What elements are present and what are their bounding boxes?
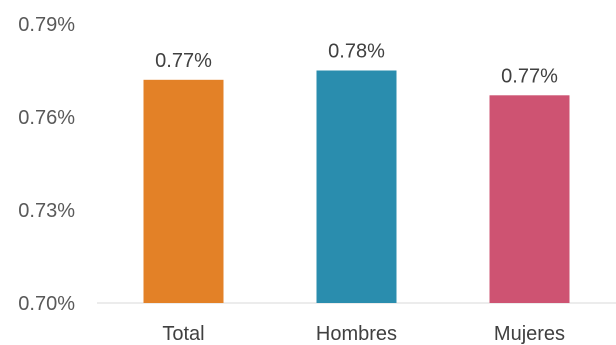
y-axis: 0.70% 0.73% 0.76% 0.79% [18,14,75,315]
data-label-total: 0.77% [155,50,212,72]
y-tick-label: 0.73% [18,200,75,222]
x-axis: Total Hombres Mujeres [162,323,565,345]
bar-hombres [316,70,397,303]
y-tick-label: 0.79% [18,14,75,36]
data-labels-group: 0.77% 0.78% 0.77% [155,41,558,88]
x-tick-label-mujeres: Mujeres [494,323,565,345]
bars-group [143,70,570,303]
y-tick-label: 0.76% [18,107,75,129]
x-tick-label-total: Total [162,323,204,345]
bar-total [143,79,224,303]
x-tick-label-hombres: Hombres [316,323,397,345]
y-tick-label: 0.70% [18,293,75,315]
data-label-hombres: 0.78% [328,41,385,63]
bar-mujeres [489,95,570,303]
data-label-mujeres: 0.77% [501,65,558,87]
